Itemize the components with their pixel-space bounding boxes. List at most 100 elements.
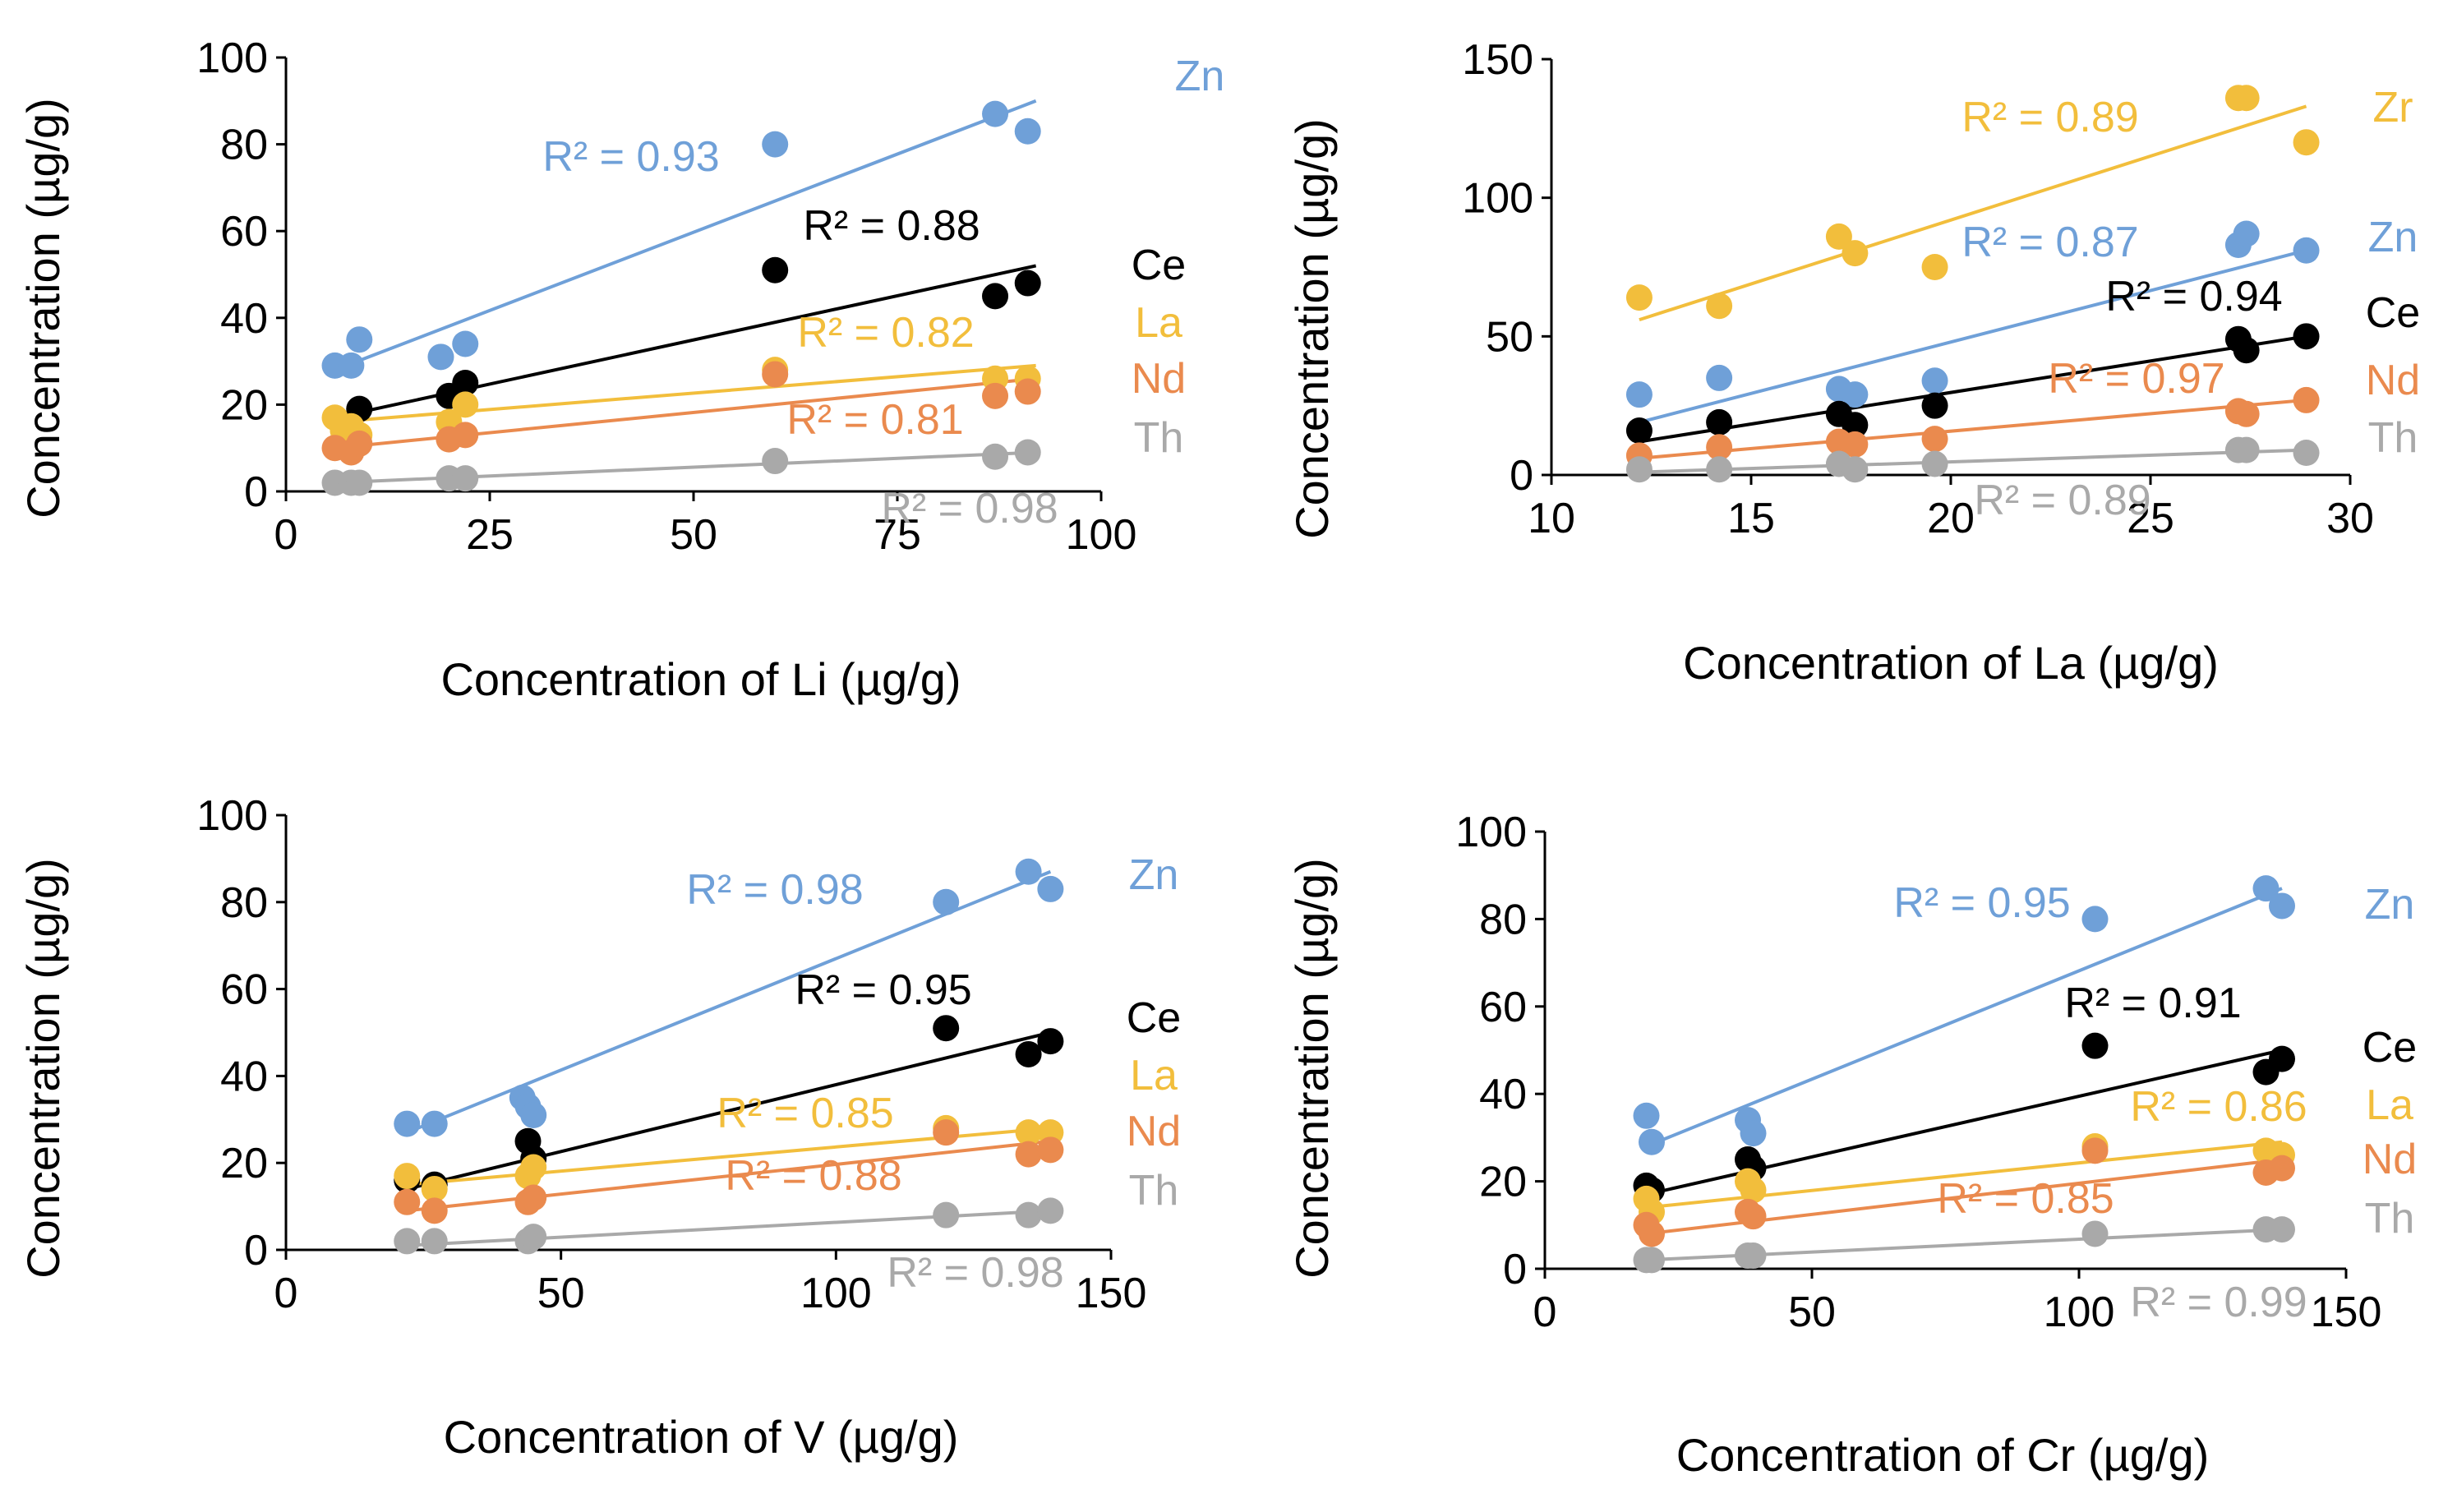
r-squared-label-ce: R² = 0.91 xyxy=(2064,980,2241,1027)
data-point-ce xyxy=(1842,412,1869,439)
data-point-nd xyxy=(762,361,789,388)
x-axis-title: Concentration of La (µg/g) xyxy=(1683,637,2219,689)
x-tick-label: 150 xyxy=(1076,1270,1147,1317)
r-squared-label-la: R² = 0.85 xyxy=(717,1090,893,1137)
data-point-la xyxy=(452,391,479,418)
data-point-th xyxy=(1014,439,1041,466)
data-point-th xyxy=(2293,440,2320,467)
series-label-nd: Nd xyxy=(1127,1108,1181,1155)
data-point-th xyxy=(2269,1216,2295,1243)
data-point-th xyxy=(2233,436,2260,463)
y-tick-label: 40 xyxy=(220,295,268,343)
x-tick-label: 25 xyxy=(2127,495,2174,542)
r-squared-label-la: R² = 0.86 xyxy=(2130,1083,2307,1131)
data-point-th xyxy=(394,1228,421,1255)
data-point-nd xyxy=(1706,434,1733,461)
y-tick-label: 50 xyxy=(1486,313,1533,361)
data-point-nd xyxy=(2233,400,2260,427)
data-point-ce xyxy=(1015,1040,1042,1067)
r-squared-label-nd: R² = 0.88 xyxy=(725,1152,901,1200)
x-axis-title: Concentration of V (µg/g) xyxy=(444,1411,959,1463)
x-tick-label: 150 xyxy=(2311,1288,2382,1336)
data-point-zn xyxy=(1740,1120,1767,1147)
series-label-zn: Zn xyxy=(1129,851,1179,899)
x-tick-label: 15 xyxy=(1727,495,1775,542)
data-point-zr xyxy=(2293,129,2320,156)
y-tick-label: 100 xyxy=(196,792,268,840)
data-point-nd xyxy=(1921,426,1948,453)
series-label-ce: Ce xyxy=(2366,289,2420,337)
data-point-ce xyxy=(933,1015,960,1042)
x-tick-label: 0 xyxy=(274,511,298,559)
trendline-th xyxy=(1639,448,2307,474)
data-point-ce xyxy=(2081,1032,2109,1059)
data-point-la xyxy=(1015,1119,1042,1146)
x-tick-label: 30 xyxy=(2326,495,2374,542)
data-point-zn xyxy=(346,326,373,353)
x-tick-label: 100 xyxy=(800,1270,872,1317)
x-axis-title: Concentration of Li (µg/g) xyxy=(440,653,961,705)
data-point-th xyxy=(1706,456,1733,483)
data-point-th xyxy=(2081,1220,2109,1247)
data-point-la xyxy=(421,1175,448,1202)
series-label-ce: Ce xyxy=(1132,242,1186,289)
x-tick-label: 100 xyxy=(2044,1288,2115,1336)
data-point-th xyxy=(1921,450,1948,477)
data-point-ce xyxy=(1037,1028,1064,1055)
x-tick-label: 100 xyxy=(1066,511,1137,559)
series-label-la: La xyxy=(1135,299,1182,347)
data-point-nd xyxy=(933,1119,960,1146)
data-point-nd xyxy=(346,430,373,457)
data-point-ce xyxy=(2233,337,2260,364)
r-squared-label-nd: R² = 0.97 xyxy=(2048,355,2224,403)
data-point-la xyxy=(520,1154,547,1181)
data-point-ce xyxy=(2293,323,2320,350)
y-tick-label: 40 xyxy=(1479,1071,1527,1118)
data-point-zn xyxy=(1037,875,1064,902)
trendline-nd xyxy=(1639,398,2307,460)
data-point-zn xyxy=(762,131,789,158)
trendline-zn xyxy=(334,99,1037,372)
data-point-zn xyxy=(452,330,479,357)
y-tick-label: 80 xyxy=(1479,896,1527,943)
y-tick-label: 60 xyxy=(220,208,268,256)
y-tick-label: 20 xyxy=(1479,1159,1527,1206)
y-tick-label: 80 xyxy=(220,879,268,927)
y-tick-label: 20 xyxy=(220,381,268,429)
x-tick-label: 20 xyxy=(1927,495,1975,542)
r-squared-label-zn: R² = 0.95 xyxy=(1893,879,2070,927)
x-tick-label: 0 xyxy=(274,1270,298,1317)
data-point-nd xyxy=(452,422,479,449)
y-tick-label: 60 xyxy=(220,966,268,1014)
trendline-zn xyxy=(1639,248,2307,424)
trendline-zr xyxy=(1639,104,2307,321)
data-point-ce xyxy=(1706,408,1733,436)
data-point-th xyxy=(520,1224,547,1251)
data-point-nd xyxy=(1842,431,1869,458)
data-point-zn xyxy=(1015,858,1042,885)
trendline-ce xyxy=(1639,334,2307,444)
y-axis-title: Concentration (µg/g) xyxy=(17,98,69,519)
data-point-nd xyxy=(1639,1220,1665,1247)
data-point-zn xyxy=(1633,1102,1660,1129)
y-tick-label: 100 xyxy=(1462,175,1533,223)
data-point-th xyxy=(933,1201,960,1228)
data-point-th xyxy=(1015,1201,1042,1228)
data-point-ce xyxy=(1014,270,1041,297)
data-point-zn xyxy=(394,1110,421,1137)
data-point-zn xyxy=(338,352,365,379)
chart-li-correlations: 0 25 50 75 100 0 20 40 60 80 100 Concentration of L… xyxy=(17,35,1224,705)
data-point-la xyxy=(1740,1177,1767,1204)
y-tick-label: 60 xyxy=(1479,984,1527,1031)
data-point-th xyxy=(1639,1247,1665,1274)
data-point-zn xyxy=(1639,1128,1665,1155)
series-label-th: Th xyxy=(1129,1167,1179,1215)
data-point-zr xyxy=(1625,284,1653,311)
series-label-la: La xyxy=(2366,1081,2413,1129)
r-squared-label-la: R² = 0.82 xyxy=(797,309,974,357)
data-point-ce xyxy=(982,283,1009,310)
data-point-zn xyxy=(1625,381,1653,408)
data-point-th xyxy=(1740,1242,1767,1270)
series-label-th: Th xyxy=(2365,1195,2415,1242)
